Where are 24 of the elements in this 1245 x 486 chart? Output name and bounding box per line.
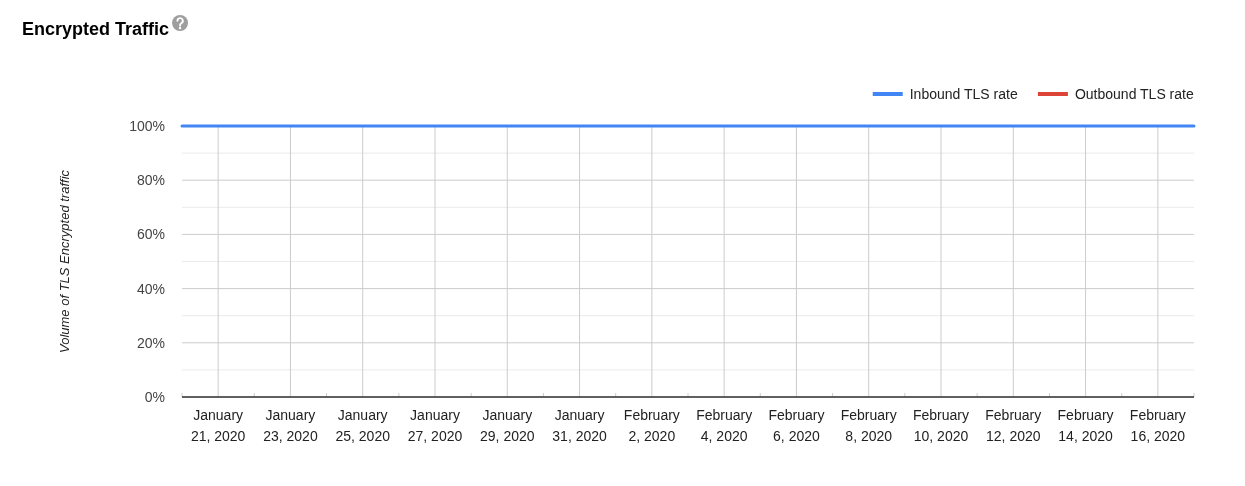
chart-title: Encrypted Traffic [22,19,170,39]
legend-label: Outbound TLS rate [1074,86,1194,102]
y-tick-label: 60% [136,226,165,243]
x-tick-label: January 29, 2020 [480,407,535,444]
x-tick-label: January 27, 2020 [407,407,463,444]
x-tick-label: February 8, 2020 [840,407,897,444]
y-tick-label: 100% [129,118,165,134]
legend-label: Inbound TLS rate [909,86,1018,102]
y-axis-title: Volume of TLS Encrypted traffic [57,169,72,354]
x-tick-label: February 10, 2020 [912,407,970,444]
x-tick-label: January 25, 2020 [335,407,391,444]
x-tick-label: February 14, 2020 [1057,407,1114,444]
x-tick-label: January 21, 2020 [190,407,246,444]
x-tick-label: January 23, 2020 [263,407,318,444]
y-tick-label: 80% [136,172,165,189]
y-tick-label: 20% [136,334,165,351]
x-tick-label: February 2, 2020 [623,407,680,444]
y-tick-label: 40% [136,280,165,297]
x-tick-label: January 31, 2020 [552,407,608,444]
x-tick-label: February 6, 2020 [768,407,825,444]
x-tick-label: February 12, 2020 [985,407,1042,444]
x-tick-label: February 16, 2020 [1129,407,1186,444]
y-tick-label: 0% [144,389,165,405]
x-tick-label: February 4, 2020 [696,407,753,444]
